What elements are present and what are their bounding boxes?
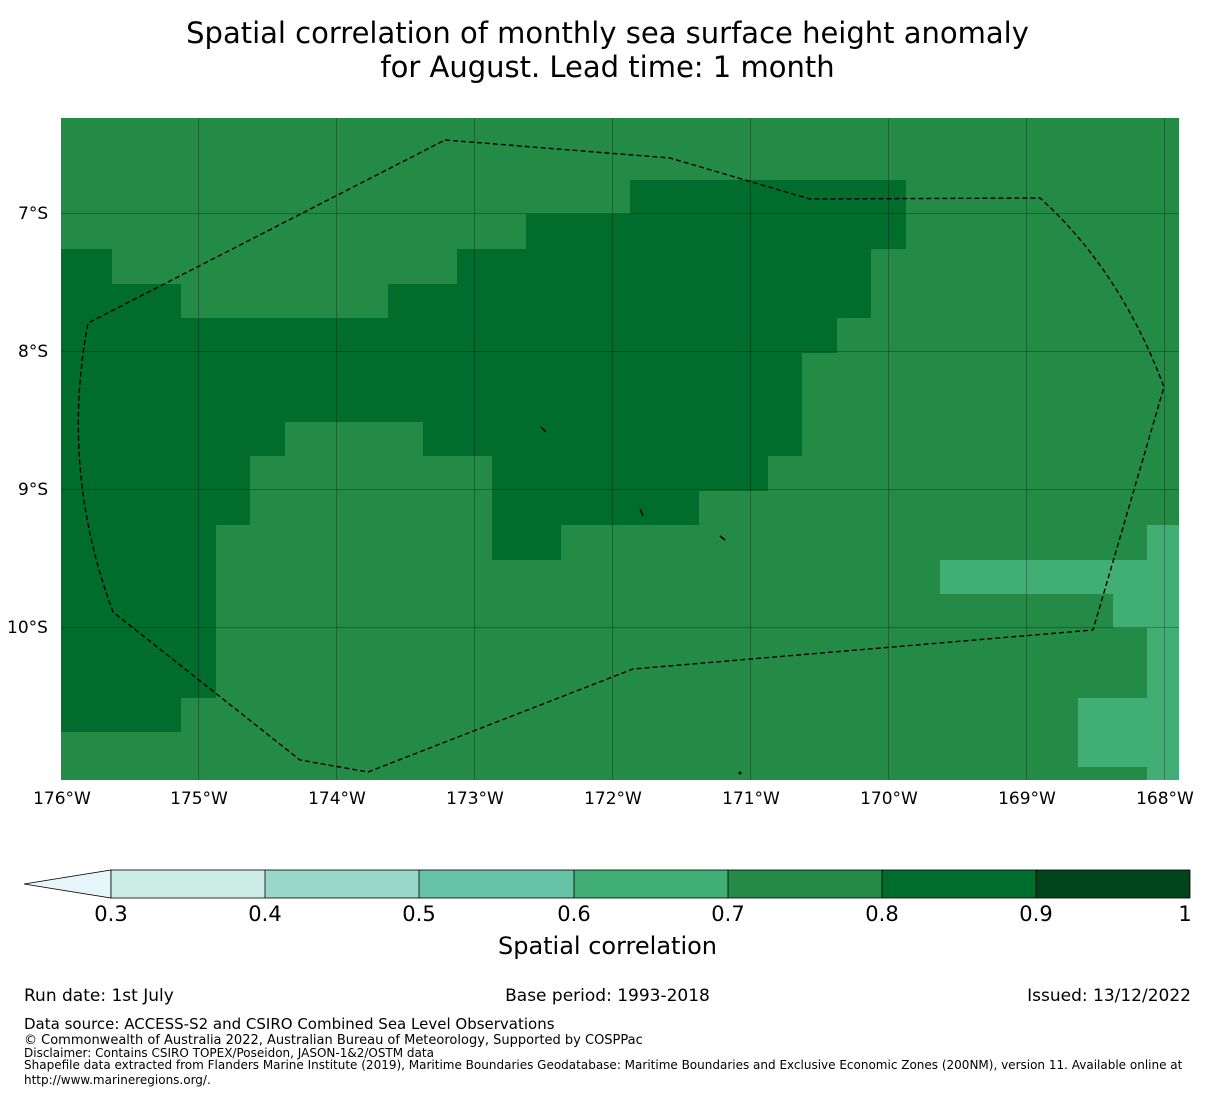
high-correlation-cell xyxy=(423,422,802,456)
marineregions-url: http://www.marineregions.org/. xyxy=(24,1073,211,1087)
lon-label: 175°W xyxy=(170,789,228,809)
colorbar xyxy=(23,869,1191,899)
high-correlation-cell xyxy=(61,491,250,525)
medium-correlation-cell xyxy=(1113,594,1179,628)
disclaimer: Disclaimer: Contains CSIRO TOPEX/Poseido… xyxy=(24,1046,434,1060)
high-correlation-cell xyxy=(61,456,250,491)
high-correlation-cell xyxy=(61,353,802,422)
high-correlation-cell xyxy=(61,698,181,732)
high-correlation-cell xyxy=(492,525,561,560)
colorbar-tick-label: 0.7 xyxy=(711,902,745,926)
lon-label: 173°W xyxy=(446,789,504,809)
medium-correlation-cell xyxy=(1147,525,1179,594)
colorbar-segment-0.9-1 xyxy=(1036,870,1190,898)
data-source: Data source: ACCESS-S2 and CSIRO Combine… xyxy=(24,1015,555,1033)
map-title-line-1: Spatial correlation of monthly sea surfa… xyxy=(186,16,1029,50)
lat-label: 10°S xyxy=(7,618,48,638)
island xyxy=(719,535,726,541)
colorbar-segment-0.4-0.5 xyxy=(265,870,419,898)
lon-label: 172°W xyxy=(584,789,642,809)
lon-label: 174°W xyxy=(308,789,366,809)
lat-label: 7°S xyxy=(18,204,49,224)
colorbar-extension-triangle xyxy=(23,869,112,899)
base-period: Base period: 1993-2018 xyxy=(505,986,710,1006)
high-correlation-cell xyxy=(61,560,216,698)
high-correlation-cell xyxy=(61,422,285,456)
high-correlation-cell xyxy=(61,284,181,318)
high-correlation-cell xyxy=(630,180,906,214)
medium-correlation-cell xyxy=(940,560,1147,594)
colorbar-tick-label: 0.5 xyxy=(402,902,436,926)
lon-label: 171°W xyxy=(722,789,780,809)
high-correlation-cell xyxy=(61,249,112,284)
lon-label: 168°W xyxy=(1136,789,1194,809)
lon-label: 170°W xyxy=(860,789,918,809)
colorbar-tick-label: 0.8 xyxy=(865,902,899,926)
medium-correlation-cell xyxy=(1078,698,1147,767)
colorbar-tick-label: 0.9 xyxy=(1019,902,1053,926)
issued-date: Issued: 13/12/2022 xyxy=(1027,986,1191,1006)
colorbar-tick-label: 0.4 xyxy=(248,902,282,926)
high-correlation-cell xyxy=(61,525,216,560)
correlation-field xyxy=(61,118,1179,780)
colorbar-segment-0.8-0.9 xyxy=(882,870,1036,898)
shapefile-credit: Shapefile data extracted from Flanders M… xyxy=(24,1058,1183,1072)
colorbar-tick-label: 0.3 xyxy=(94,902,128,926)
colorbar-segment-0.6-0.7 xyxy=(574,870,728,898)
island xyxy=(639,508,644,517)
island xyxy=(738,771,742,775)
lon-label: 176°W xyxy=(33,789,91,809)
lat-label: 8°S xyxy=(18,342,49,362)
medium-correlation-cell xyxy=(1147,628,1179,780)
high-correlation-cell xyxy=(61,318,837,353)
colorbar-title: Spatial correlation xyxy=(497,932,718,960)
colorbar-segment-0.5-0.6 xyxy=(419,870,574,898)
map-gridlines xyxy=(61,118,1179,780)
high-correlation-cell xyxy=(526,214,906,249)
run-date: Run date: 1st July xyxy=(24,986,174,1006)
colorbar-segment-0.3-0.4 xyxy=(111,870,265,898)
lat-label: 9°S xyxy=(18,480,49,500)
colorbar-tick-label: 0.6 xyxy=(557,902,591,926)
colorbar-tick-label: 1 xyxy=(1178,902,1192,926)
island xyxy=(540,426,547,433)
copyright: © Commonwealth of Australia 2022, Austra… xyxy=(24,1033,643,1048)
colorbar-segment-0.7-0.8 xyxy=(728,870,882,898)
high-correlation-cell xyxy=(388,284,871,318)
map-title-line-2: for August. Lead time: 1 month xyxy=(380,50,835,84)
colorbar-outline xyxy=(110,869,1191,899)
high-correlation-cell xyxy=(492,491,699,525)
high-correlation-cell xyxy=(457,249,871,284)
lon-label: 169°W xyxy=(998,789,1056,809)
high-correlation-cell xyxy=(492,456,768,491)
